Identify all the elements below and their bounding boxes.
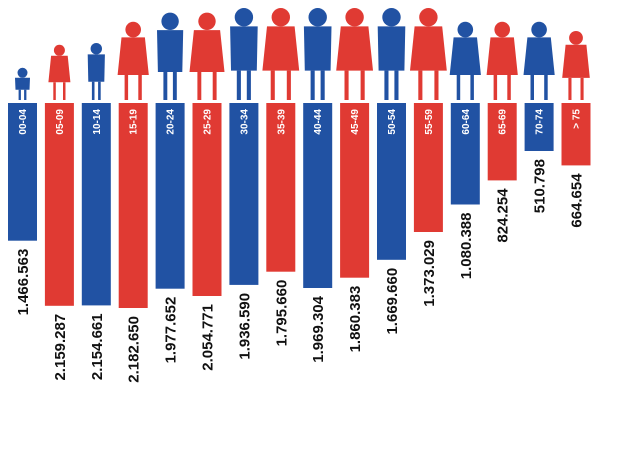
seated-elderly-woman-icon <box>562 31 590 100</box>
value-label: 2.159.287 <box>52 314 69 381</box>
girl-child-icon <box>48 44 71 100</box>
silhouette-row <box>15 8 590 100</box>
value-label: 1.795.660 <box>273 280 290 347</box>
value-label: 1.936.590 <box>236 293 253 360</box>
elderly-woman-icon <box>449 21 481 100</box>
woman-icon <box>303 8 332 100</box>
value-label: 2.182.650 <box>126 316 143 383</box>
woman-coat-icon <box>410 8 447 100</box>
bar-65-69 <box>487 103 517 181</box>
value-label: 1.969.304 <box>310 295 327 362</box>
baby-icon <box>15 67 30 100</box>
bar-group <box>8 103 591 308</box>
bar-05-09 <box>44 103 74 306</box>
young-woman-hat-icon <box>157 12 184 100</box>
value-label: 2.054.771 <box>200 304 217 371</box>
category-label: 45-49 <box>350 109 361 135</box>
teen-girl-icon <box>117 21 149 100</box>
category-label: > 75 <box>572 109 583 129</box>
category-label: 05-09 <box>55 109 66 135</box>
bar-30-34 <box>229 103 259 285</box>
value-label: 1.466.563 <box>15 249 32 316</box>
category-label: 65-69 <box>498 109 509 135</box>
value-label: 1.860.383 <box>347 286 364 353</box>
bar-70-74 <box>524 103 554 151</box>
category-label-group: 00-04 05-09 10-14 15-19 20-24 25-29 30-34 35-39… <box>18 109 583 135</box>
bar-15-19 <box>118 103 148 308</box>
category-label: 25-29 <box>203 109 214 135</box>
bar-25-29 <box>192 103 222 296</box>
value-label: 1.080.388 <box>458 213 475 280</box>
value-label: 664.654 <box>569 173 586 228</box>
category-label: 15-19 <box>129 109 140 135</box>
bar-> 75 <box>561 103 591 166</box>
bar-10-14 <box>81 103 111 306</box>
category-label: 60-64 <box>461 109 472 135</box>
value-label: 1.977.652 <box>163 297 180 364</box>
category-label: 50-54 <box>387 109 398 135</box>
category-label: 20-24 <box>166 109 177 135</box>
young-woman-icon <box>189 12 225 100</box>
bar-45-49 <box>340 103 370 278</box>
child-icon <box>87 43 105 100</box>
bar-50-54 <box>377 103 406 260</box>
category-label: 10-14 <box>92 109 103 135</box>
value-label: 1.669.660 <box>384 268 401 335</box>
category-label: 35-39 <box>276 109 287 135</box>
elderly-woman-icon <box>486 21 518 100</box>
category-label: 00-04 <box>18 109 29 135</box>
elderly-woman-icon <box>523 21 555 100</box>
category-label: 40-44 <box>313 109 324 135</box>
bar-00-04 <box>8 103 37 241</box>
bar-35-39 <box>266 103 296 272</box>
bar-55-59 <box>413 103 443 232</box>
woman-icon <box>336 8 373 100</box>
value-label: 824.254 <box>495 188 512 243</box>
bar-20-24 <box>155 103 185 289</box>
woman-icon <box>377 8 406 100</box>
category-label: 30-34 <box>239 109 250 135</box>
value-label: 2.154.661 <box>89 313 106 380</box>
woman-dress-icon <box>262 8 300 100</box>
value-label: 1.373.029 <box>421 240 438 307</box>
category-label: 55-59 <box>424 109 435 135</box>
bar-40-44 <box>303 103 333 288</box>
bar-60-64 <box>450 103 480 205</box>
value-label-group: 1.466.563 2.159.287 2.154.661 2.182.650 1.97… <box>15 159 586 383</box>
category-label: 70-74 <box>535 109 546 135</box>
woman-drink-icon <box>230 8 258 100</box>
value-label: 510.798 <box>532 159 549 213</box>
